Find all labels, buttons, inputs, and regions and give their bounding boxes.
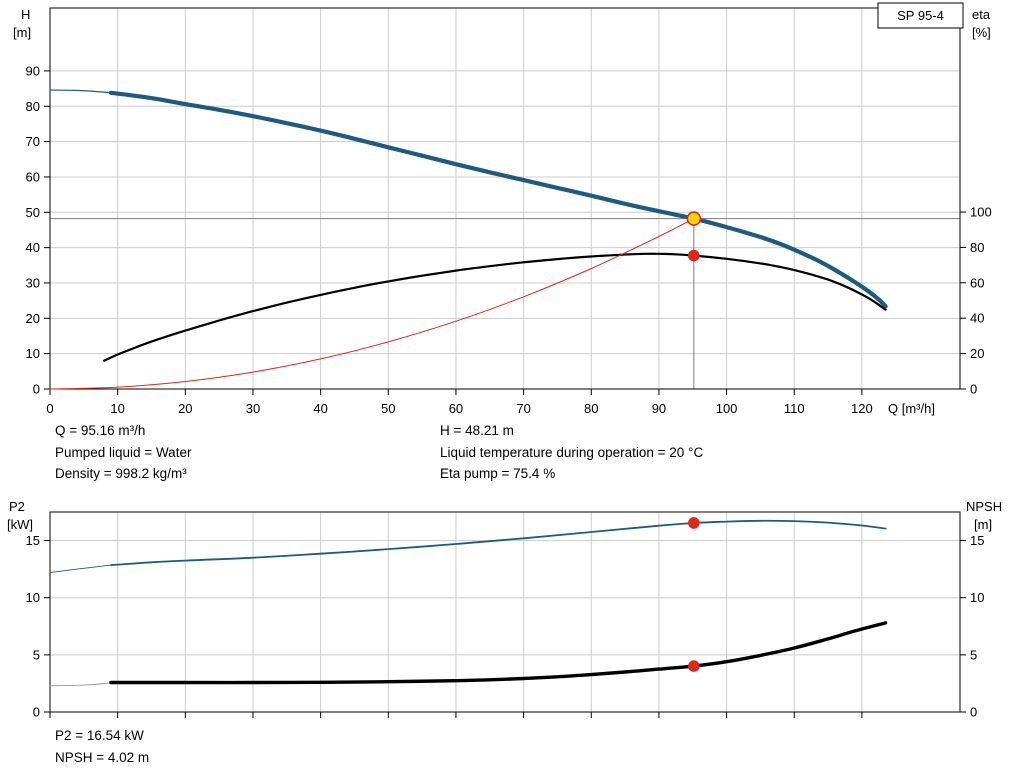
p2-readout: P2 = 16.54 kW — [55, 728, 144, 743]
y-left-tick-label: 10 — [26, 346, 40, 361]
y-left-tick-label: 15 — [26, 533, 40, 548]
y-left-tick-label: 5 — [33, 647, 40, 662]
y-right-tick-label: 10 — [970, 590, 984, 605]
y-left-tick-label: 80 — [26, 99, 40, 114]
npsh-curve — [109, 621, 888, 685]
head-curve — [108, 90, 888, 309]
p2-curve — [110, 519, 887, 566]
x-tick-label: 80 — [584, 401, 598, 416]
y-right-tick-label: 100 — [970, 205, 992, 220]
y-right-axis-title: [m] — [974, 517, 992, 532]
eta-curve — [103, 252, 887, 362]
x-tick-label: 40 — [313, 401, 327, 416]
y-left-tick-label: 90 — [26, 63, 40, 78]
x-tick-label: 90 — [652, 401, 666, 416]
plot-frame — [49, 511, 961, 713]
y-left-tick-label: 50 — [26, 205, 40, 220]
duty-data-right-column: H = 48.21 m Liquid temperature during op… — [440, 420, 703, 485]
y-right-tick-label: 15 — [970, 533, 984, 548]
x-tick-label: 10 — [110, 401, 124, 416]
y-left-axis-title: H — [21, 7, 30, 22]
y-left-tick-label: 10 — [26, 590, 40, 605]
npsh-readout: NPSH = 4.02 m — [55, 749, 150, 765]
x-tick-label: 70 — [516, 401, 530, 416]
x-tick-label: 110 — [784, 401, 805, 416]
x-tick-label: 120 — [851, 401, 873, 416]
x-tick-label: 50 — [381, 401, 395, 416]
y-right-tick-label: 20 — [970, 346, 984, 361]
duty-data-left-column: Q = 95.16 m³/h Pumped liquid = Water Den… — [55, 420, 191, 485]
x-tick-label: 30 — [246, 401, 260, 416]
y-right-axis-title: NPSH — [966, 499, 1002, 514]
y-left-axis-title: [kW] — [7, 517, 33, 532]
y-left-tick-label: 0 — [33, 382, 40, 397]
y-right-tick-label: 0 — [970, 705, 977, 720]
y-left-tick-label: 0 — [33, 705, 40, 720]
x-tick-label: 60 — [449, 401, 463, 416]
duty-point[interactable] — [686, 211, 702, 226]
x-axis-title: Q [m³/h] — [888, 401, 935, 416]
y-right-tick-label: 5 — [970, 647, 977, 662]
power-npsh-readouts: P2 = 16.54 kW NPSH = 4.02 m — [55, 725, 149, 768]
eta-operating-point — [688, 249, 700, 262]
y-right-tick-label: 80 — [970, 240, 984, 255]
y-left-tick-label: 30 — [26, 275, 40, 290]
pumped-liquid-readout: Pumped liquid = Water — [55, 444, 192, 460]
density-readout: Density = 998.2 kg/m³ — [55, 466, 187, 481]
plot-frame — [49, 7, 961, 390]
y-left-tick-label: 70 — [26, 134, 40, 149]
npsh-curve-lowflow — [49, 682, 112, 687]
system-curve — [49, 218, 695, 390]
y-right-axis-title: eta — [972, 7, 991, 22]
x-tick-label: 100 — [716, 401, 738, 416]
y-left-axis-title: P2 — [9, 499, 25, 514]
y-left-tick-label: 40 — [26, 240, 40, 255]
p2-curve-lowflow — [49, 564, 112, 574]
y-left-tick-label: 20 — [26, 311, 40, 326]
y-right-tick-label: 60 — [970, 275, 984, 290]
eta-readout: Eta pump = 75.4 % — [440, 466, 556, 481]
pump-model-label: SP 95-4 — [897, 8, 944, 23]
p2-operating-point — [688, 517, 700, 529]
head-curve-lowflow — [49, 89, 112, 94]
pump-model-box — [877, 2, 964, 29]
flow-readout: Q = 95.16 m³/h — [55, 423, 146, 438]
npsh-operating-point — [688, 660, 700, 672]
x-tick-label: 20 — [178, 401, 192, 416]
y-right-tick-label: 40 — [970, 311, 984, 326]
y-right-tick-label: 0 — [970, 382, 977, 397]
head-readout: H = 48.21 m — [440, 423, 514, 438]
x-tick-label: 0 — [46, 401, 53, 416]
temperature-readout: Liquid temperature during operation = 20… — [440, 444, 704, 460]
y-right-axis-title: [%] — [972, 25, 991, 40]
y-left-axis-title: [m] — [13, 25, 31, 40]
y-left-tick-label: 60 — [26, 169, 40, 184]
